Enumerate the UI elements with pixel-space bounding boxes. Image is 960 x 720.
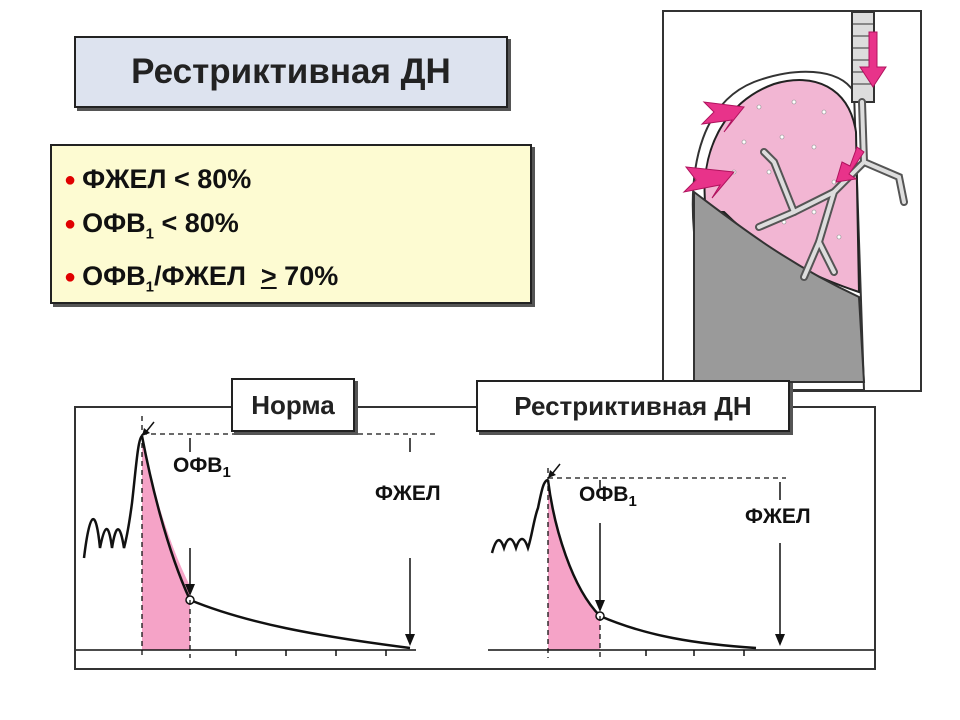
bullet-icon: ● (64, 266, 77, 289)
fev-label-subscript: 1 (628, 493, 637, 511)
criterion-subscript: 1 (145, 278, 154, 296)
criterion-text: ОФВ (82, 208, 146, 238)
criteria-box: ● ФЖЕЛ < 80% ● ОФВ1 < 80% ● ОФВ1/ФЖЕЛ > 70% (50, 144, 532, 304)
criterion-subscript: 1 (145, 225, 154, 243)
criterion-text-post: < 80% (153, 208, 239, 238)
fev-label-text: ОФВ (579, 483, 629, 506)
lung-drawing (682, 11, 908, 391)
criterion-fvc: ● ФЖЕЛ < 80% (64, 158, 530, 202)
restrictive-fev1-label: ОФВ1 (579, 483, 637, 510)
criterion-ratio: ● ОФВ1/ФЖЕЛ > 70% (64, 255, 530, 308)
spirogram-frame (74, 406, 876, 670)
slide-title: Рестриктивная ДН (131, 52, 451, 91)
normal-plot-label: Норма (231, 378, 355, 432)
pleural-fibrosis (693, 189, 866, 383)
lung-illustration (662, 10, 922, 392)
normal-fev1-label: ОФВ1 (173, 454, 231, 481)
title-box: Рестриктивная ДН (74, 36, 508, 108)
fev-label-subscript: 1 (222, 464, 231, 482)
restrictive-plot-label: Рестриктивная ДН (476, 380, 790, 432)
criterion-fev1: ● ОФВ1 < 80% (64, 202, 530, 255)
normal-tidal-breathing (82, 434, 143, 559)
bullet-icon: ● (64, 213, 77, 235)
airflow-arrows-icon (682, 31, 887, 199)
fev-label-text: ОФВ (173, 454, 223, 477)
bullet-icon: ● (64, 169, 77, 191)
criterion-text: ФЖЕЛ < 80% (82, 164, 252, 194)
restrictive-fvc-label: ФЖЕЛ (745, 505, 811, 528)
criterion-text: ОФВ (82, 261, 146, 292)
criterion-text-tail: 70% (276, 261, 339, 292)
spirogram-drawing (76, 416, 874, 658)
normal-fvc-label: ФЖЕЛ (375, 482, 441, 505)
criterion-text-post: /ФЖЕЛ (153, 261, 261, 292)
restrictive-tidal-breathing (490, 478, 549, 554)
criterion-operator: > (260, 261, 277, 292)
restrictive-fev1-area (548, 480, 600, 650)
